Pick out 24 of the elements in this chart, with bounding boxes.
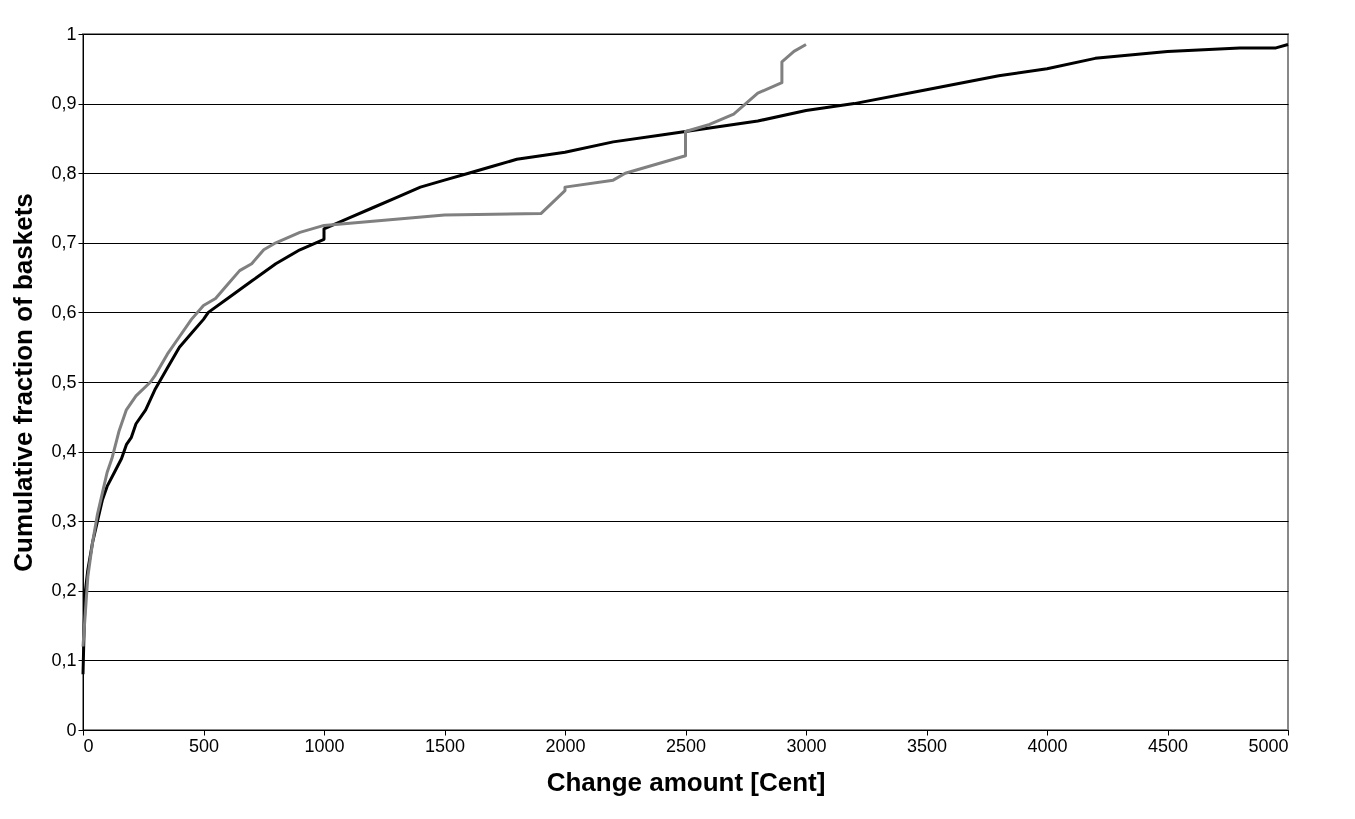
x-tick-label: 4000 [1027, 735, 1068, 756]
y-tick-label: 0,6 [51, 301, 77, 322]
y-tick-label: 0,1 [51, 649, 77, 670]
x-tick-label: 2500 [665, 735, 707, 756]
y-tick-label: 0,4 [51, 441, 77, 462]
y-tick-label: 1 [66, 23, 77, 44]
y-tick-label: 0 [66, 719, 77, 740]
x-axis-title: Change amount [Cent] [546, 766, 826, 797]
y-tick-label: 0,7 [51, 232, 77, 253]
x-tick-label: 4500 [1147, 735, 1189, 756]
y-tick-label: 0,9 [51, 93, 77, 114]
y-axis-title: Cumulative fraction of baskets [8, 193, 39, 572]
x-tick-label: 3000 [786, 735, 827, 756]
x-tick-label: 3500 [906, 735, 948, 756]
y-tick-label: 0,8 [51, 162, 77, 183]
x-tick-label: 1000 [304, 735, 345, 756]
x-tick-label: 0 [83, 735, 94, 756]
y-tick-label: 0,3 [51, 510, 77, 531]
x-tick-label: 2000 [545, 735, 586, 756]
y-tick-label: 0,5 [51, 371, 77, 392]
x-tick-label: 1500 [424, 735, 466, 756]
y-tick-label: 0,2 [51, 580, 77, 601]
x-tick-label: 500 [188, 735, 220, 756]
x-tick-label: 5000 [1248, 735, 1289, 756]
